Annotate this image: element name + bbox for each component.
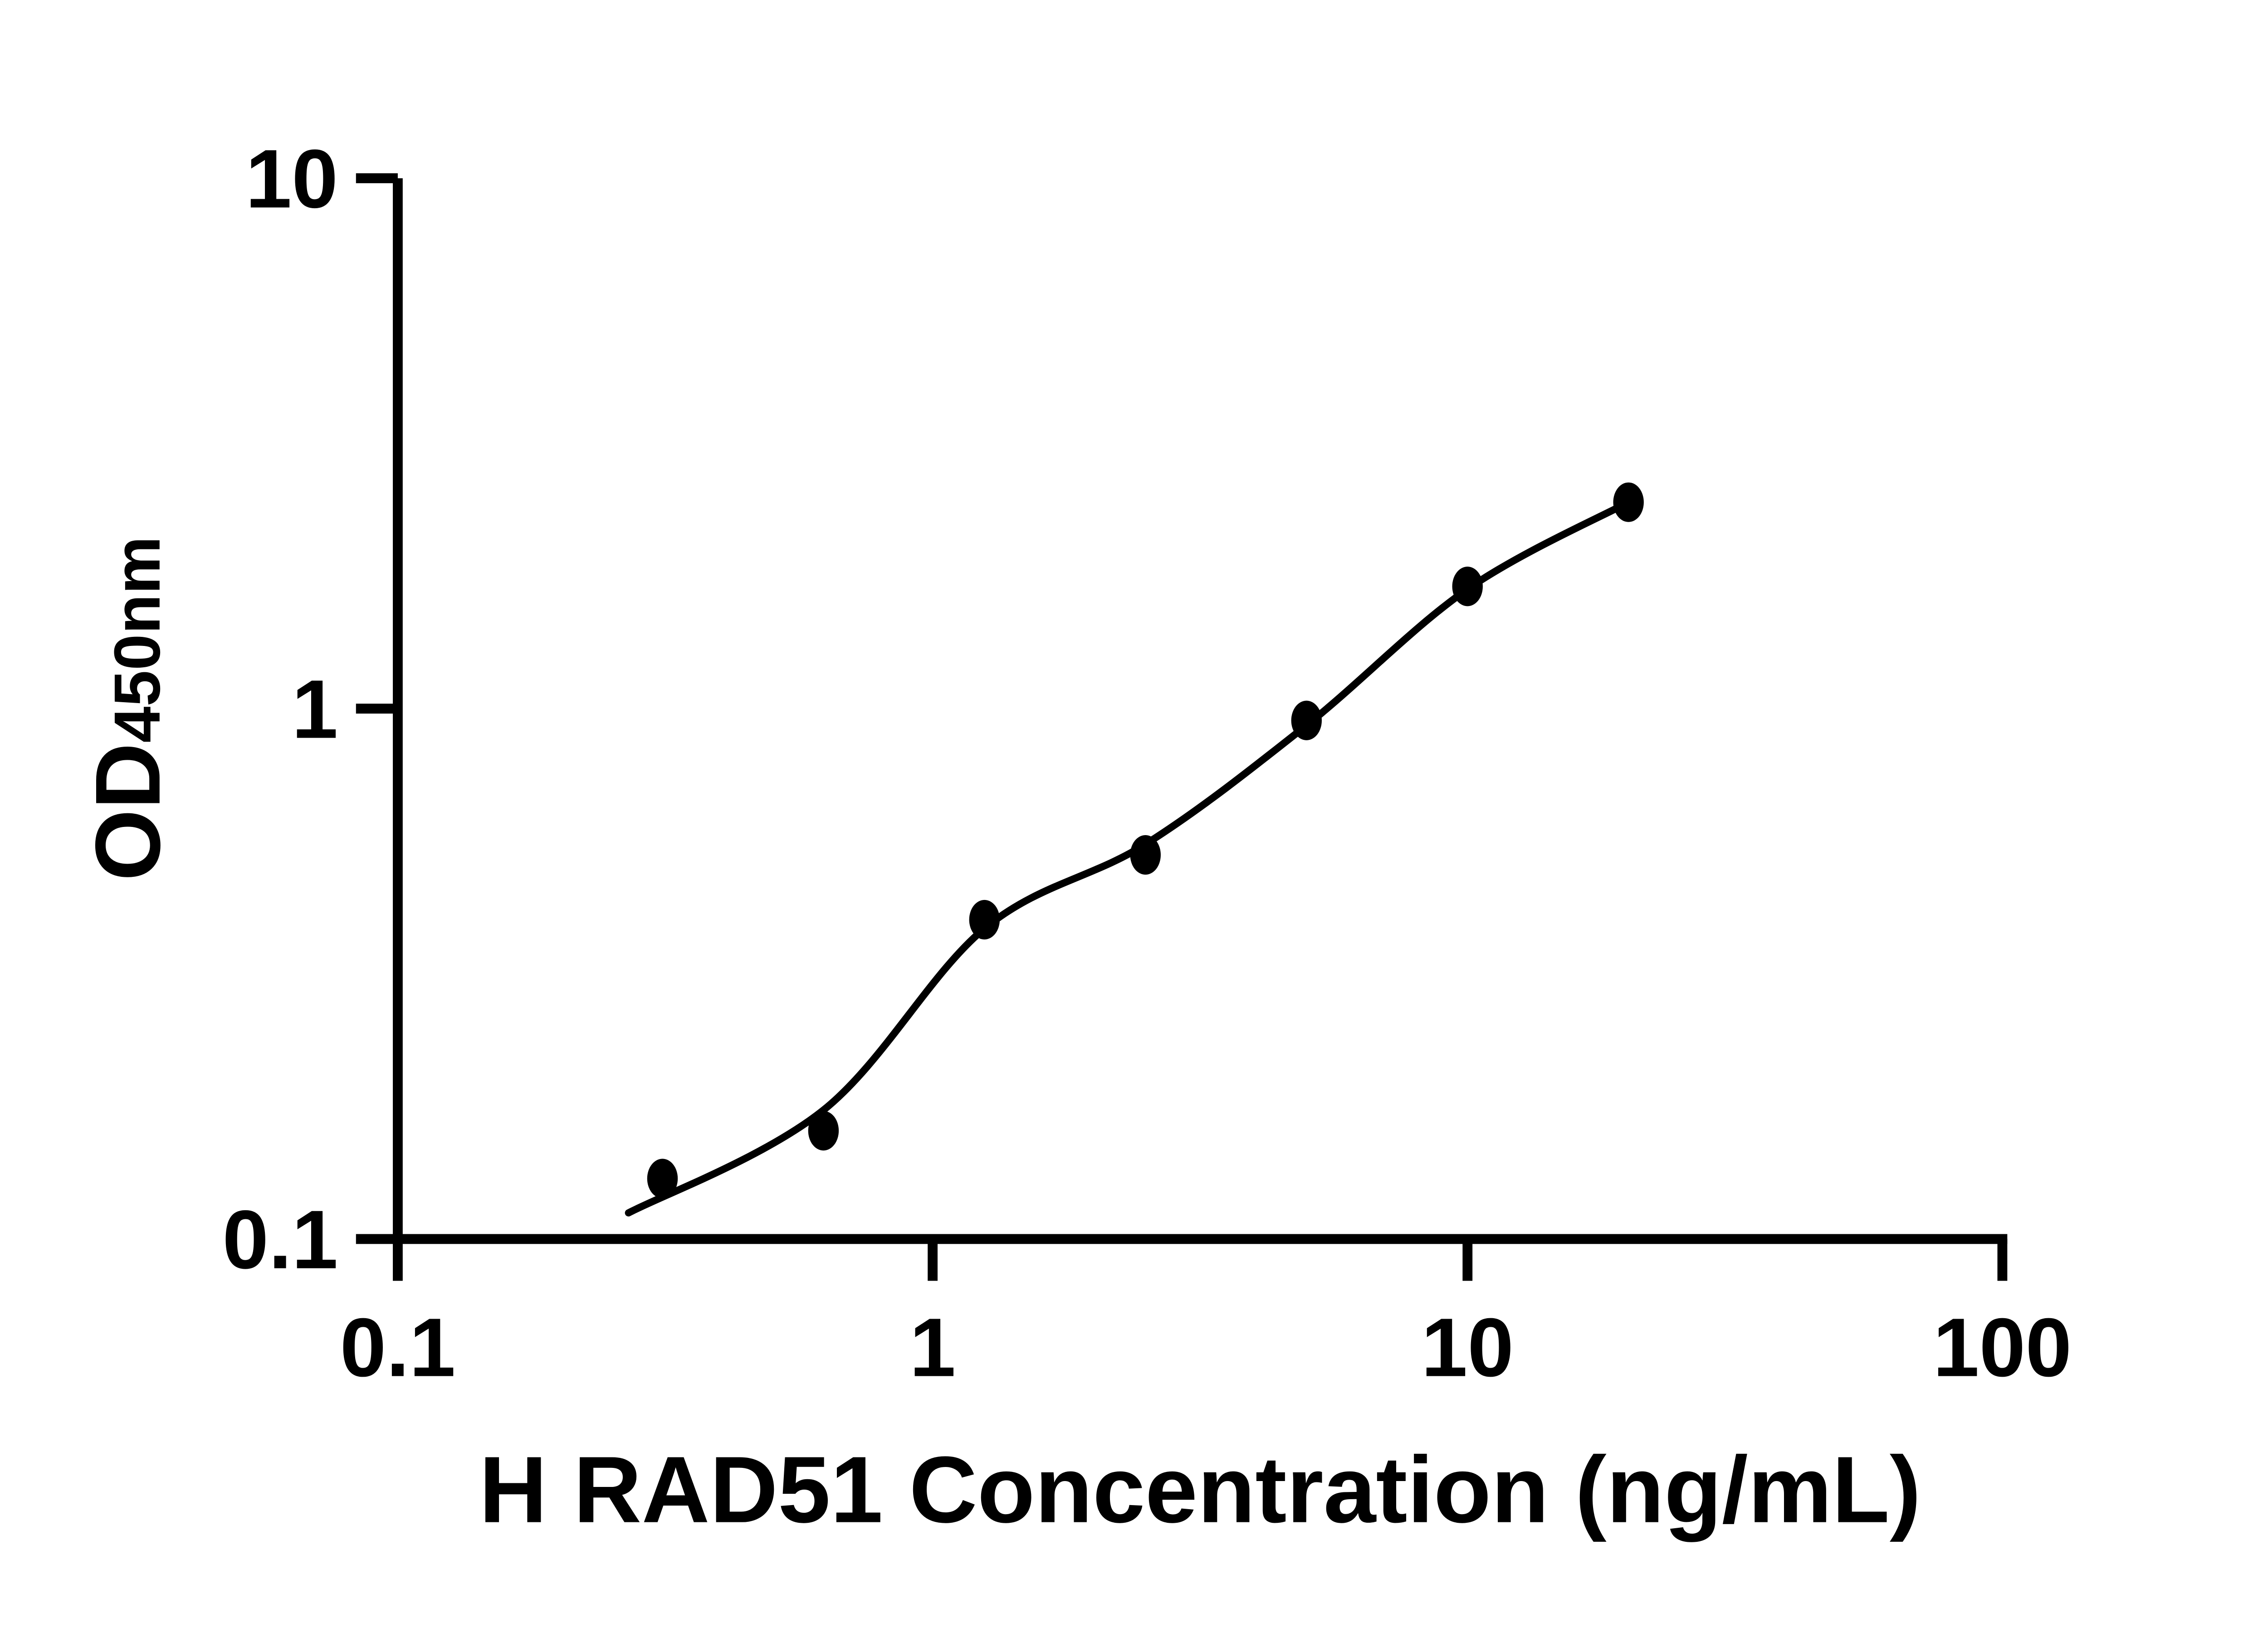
x-tick-label-10: 10 [1421, 1301, 1514, 1394]
y-tick-label-10: 10 [245, 132, 338, 225]
data-point-20 [1613, 482, 1644, 522]
curve-layer [625, 499, 1633, 1217]
data-point-1.25 [969, 900, 1000, 940]
fit-curve [625, 499, 1633, 1217]
y-axis-title: OD450nm [77, 536, 180, 881]
axes-layer: 10 1 0.10.1 1 10 100 [222, 132, 2072, 1393]
y-tick-label-0.1: 0.1 [222, 1193, 338, 1286]
data-point-0.3125 [647, 1159, 678, 1198]
y-axis-title-main: OD [77, 743, 180, 881]
data-point-5 [1291, 700, 1322, 740]
x-axis-title: H RAD51 Concentration (ng/mL) [479, 1437, 1921, 1543]
x-tick-label-1: 1 [909, 1301, 956, 1394]
data-point-10 [1452, 567, 1483, 606]
x-tick-label-0.1: 0.1 [340, 1301, 456, 1394]
y-tick-label-1: 1 [292, 663, 338, 756]
data-point-0.625 [808, 1111, 839, 1151]
points-layer [647, 482, 1644, 1198]
y-axis-title-subscript: 450nm [101, 536, 174, 743]
x-tick-label-100: 100 [1933, 1301, 2072, 1394]
data-point-2.5 [1130, 835, 1161, 875]
